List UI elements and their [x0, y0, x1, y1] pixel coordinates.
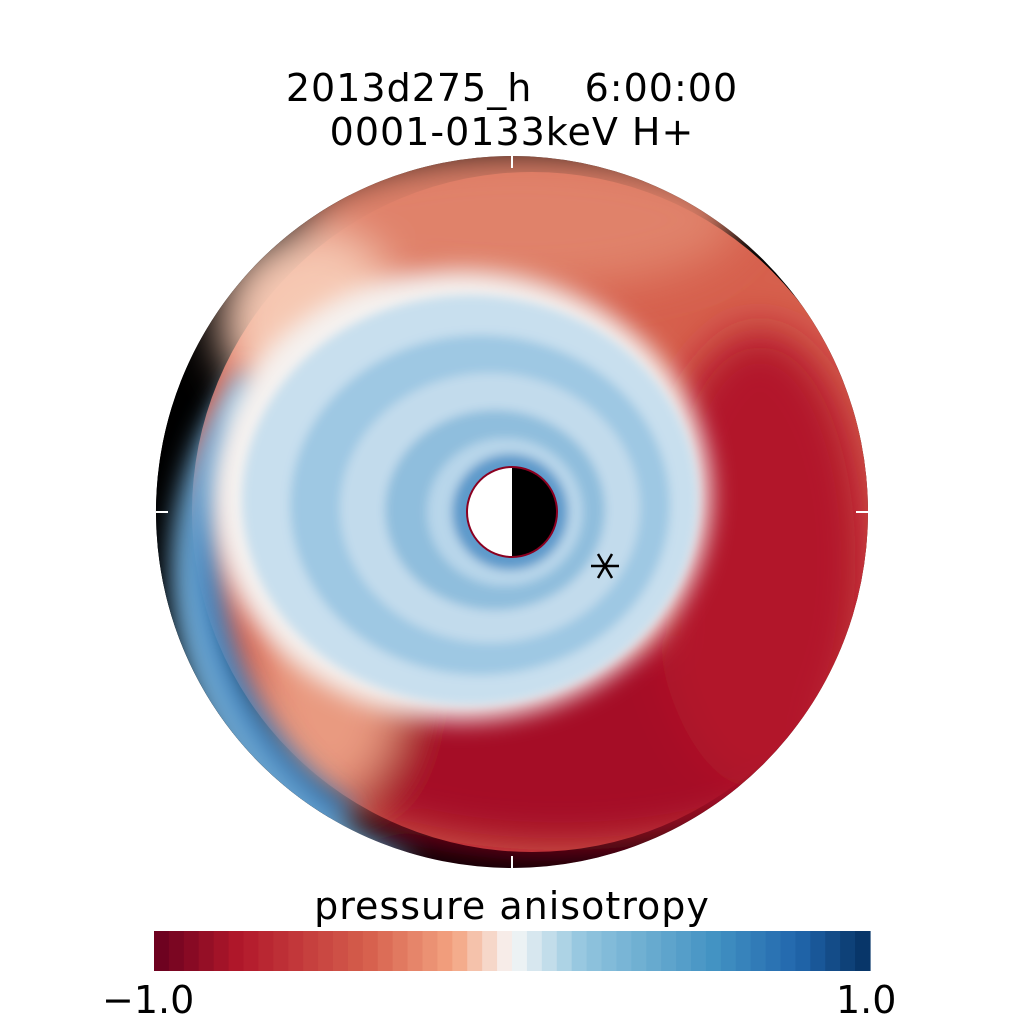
- colorbar-step: [512, 931, 528, 971]
- colorbar-step: [452, 931, 468, 971]
- colorbar-step: [407, 931, 424, 971]
- colorbar-step: [243, 931, 260, 971]
- colorbar-step: [765, 931, 782, 971]
- colorbar-step: [810, 931, 826, 971]
- colorbar-step: [631, 931, 647, 971]
- colorbar-step: [168, 931, 185, 971]
- colorbar-steps: [154, 931, 871, 971]
- colorbar-step: [646, 931, 662, 971]
- colorbar-step: [571, 931, 588, 971]
- colorbar-step: [154, 931, 170, 971]
- colorbar-step: [377, 931, 394, 971]
- colorbar-step: [333, 931, 349, 971]
- colorbar-step: [437, 931, 453, 971]
- colorbar-step: [795, 931, 811, 971]
- colorbar-step: [526, 931, 543, 971]
- colorbar-step: [392, 931, 409, 971]
- colorbar-step: [482, 931, 498, 971]
- colorbar-step: [780, 931, 797, 971]
- colorbar-step: [273, 931, 289, 971]
- colorbar-step: [840, 931, 856, 971]
- colorbar-step: [601, 931, 618, 971]
- colorbar-step: [198, 931, 215, 971]
- colorbar-step: [586, 931, 603, 971]
- chart-title-line-2: 0001-0133keV H+: [329, 110, 695, 154]
- colorbar-step: [497, 931, 513, 971]
- colorbar-step: [362, 931, 379, 971]
- colorbar-step: [705, 931, 722, 971]
- colorbar-step: [318, 931, 334, 971]
- colorbar-step: [288, 931, 304, 971]
- colorbar-min-label: −1.0: [102, 978, 195, 1022]
- colorbar-max-label: 1.0: [836, 978, 897, 1022]
- planet-symbol: [466, 466, 558, 558]
- chart-title-line-1: 2013d275_h 6:00:00: [285, 66, 739, 110]
- colorbar-step: [735, 931, 752, 971]
- colorbar-step: [691, 931, 707, 971]
- colorbar-step: [467, 931, 483, 971]
- colorbar-step: [183, 931, 200, 971]
- colorbar-step: [676, 931, 692, 971]
- colorbar-step: [661, 931, 677, 971]
- colorbar-step: [556, 931, 573, 971]
- colorbar-label: pressure anisotropy: [314, 884, 710, 928]
- colorbar-step: [720, 931, 737, 971]
- asterisk-marker: [591, 553, 619, 579]
- colorbar-step: [616, 931, 632, 971]
- colorbar-step: [303, 931, 319, 971]
- colorbar-step: [213, 931, 230, 971]
- colorbar-step: [422, 931, 439, 971]
- colorbar-step: [258, 931, 274, 971]
- colorbar-step: [825, 931, 841, 971]
- colorbar-step: [347, 931, 364, 971]
- colorbar-step: [855, 931, 871, 971]
- colorbar-step: [228, 931, 245, 971]
- colorbar-step: [541, 931, 558, 971]
- colorbar-step: [750, 931, 767, 971]
